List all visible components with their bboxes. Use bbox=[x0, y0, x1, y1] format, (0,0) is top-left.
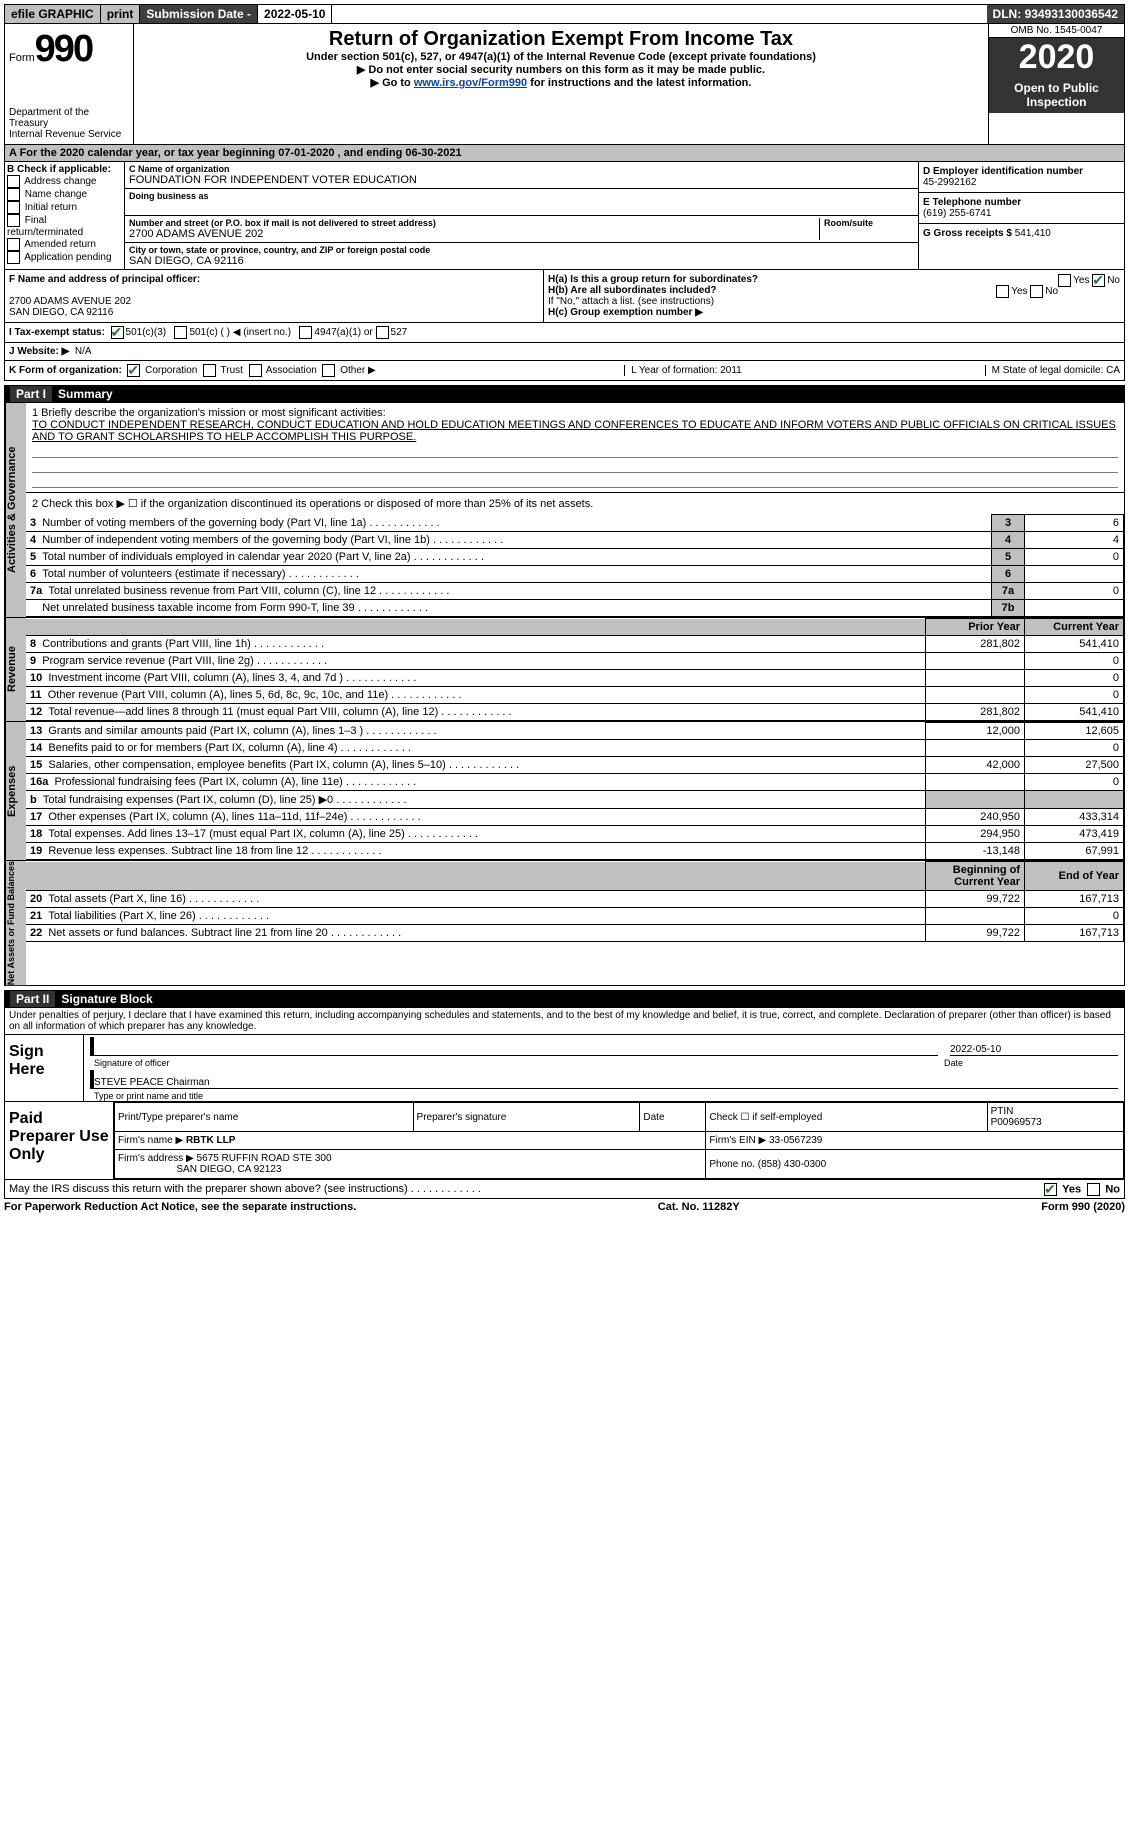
firm-name: RBTK LLP bbox=[186, 1135, 235, 1146]
q2-text: 2 Check this box ▶ ☐ if the organization… bbox=[26, 493, 1124, 514]
website-value: N/A bbox=[75, 346, 92, 357]
check-application-pending[interactable] bbox=[7, 251, 20, 264]
check-name-change[interactable] bbox=[7, 188, 20, 201]
discuss-yes-checkbox[interactable] bbox=[1044, 1183, 1057, 1196]
preparer-table: Print/Type preparer's namePreparer's sig… bbox=[114, 1102, 1124, 1179]
tel-value: (619) 255-6741 bbox=[923, 208, 991, 219]
row-i: I Tax-exempt status: 501(c)(3) 501(c) ( … bbox=[4, 323, 1125, 343]
principal-and-h: F Name and address of principal officer:… bbox=[4, 270, 1125, 323]
print-button[interactable]: print bbox=[101, 5, 141, 23]
irs-link[interactable]: www.irs.gov/Form990 bbox=[414, 77, 527, 89]
part-i-body: Activities & Governance 1 Briefly descri… bbox=[4, 403, 1125, 618]
501c-checkbox[interactable] bbox=[174, 326, 187, 339]
sub2: ▶ Do not enter social security numbers o… bbox=[138, 63, 984, 76]
korg-trust-checkbox[interactable] bbox=[203, 364, 216, 377]
discuss-row: May the IRS discuss this return with the… bbox=[4, 1180, 1125, 1199]
header-title-area: Return of Organization Exempt From Incom… bbox=[134, 24, 988, 144]
tab-balances: Net Assets or Fund Balances bbox=[5, 861, 26, 985]
org-name: FOUNDATION FOR INDEPENDENT VOTER EDUCATI… bbox=[129, 174, 914, 186]
perjury-text: Under penalties of perjury, I declare th… bbox=[4, 1008, 1125, 1035]
mission-box: 1 Briefly describe the organization's mi… bbox=[26, 403, 1124, 493]
sub1: Under section 501(c), 527, or 4947(a)(1)… bbox=[138, 51, 984, 63]
submission-label: Submission Date - bbox=[140, 5, 258, 23]
check-final-return-terminated[interactable] bbox=[7, 214, 20, 227]
box-c: C Name of organizationFOUNDATION FOR IND… bbox=[125, 162, 918, 269]
ha-no-checkbox[interactable] bbox=[1092, 274, 1105, 287]
form-title: Return of Organization Exempt From Incom… bbox=[138, 28, 984, 51]
period-bar: A For the 2020 calendar year, or tax yea… bbox=[4, 145, 1125, 162]
lines-balances: Beginning of Current YearEnd of Year20 T… bbox=[26, 861, 1124, 942]
year-formation: L Year of formation: 2011 bbox=[624, 365, 742, 376]
omb-number: OMB No. 1545-0047 bbox=[989, 24, 1124, 38]
hb-yes-checkbox[interactable] bbox=[996, 285, 1009, 298]
check-initial-return[interactable] bbox=[7, 201, 20, 214]
submission-date: 2022-05-10 bbox=[258, 5, 332, 23]
org-city: SAN DIEGO, CA 92116 bbox=[129, 255, 914, 267]
state-domicile: M State of legal domicile: CA bbox=[985, 365, 1120, 376]
dept-text: Department of the Treasury Internal Reve… bbox=[9, 107, 129, 140]
ein-value: 45-2992162 bbox=[923, 177, 976, 188]
open-to-public: Open to Public Inspection bbox=[989, 77, 1124, 113]
korg-corporation-checkbox[interactable] bbox=[127, 364, 140, 377]
lines-expenses: 13 Grants and similar amounts paid (Part… bbox=[26, 722, 1124, 860]
box-f: F Name and address of principal officer:… bbox=[5, 270, 544, 322]
check-address-change[interactable] bbox=[7, 175, 20, 188]
form-header: Form990 Department of the Treasury Inter… bbox=[4, 24, 1125, 145]
form-number-box: Form990 Department of the Treasury Inter… bbox=[5, 24, 134, 144]
501c3-checkbox[interactable] bbox=[111, 326, 124, 339]
sub3: ▶ Go to www.irs.gov/Form990 for instruct… bbox=[138, 76, 984, 89]
part-ii-header: Part IISignature Block bbox=[4, 990, 1125, 1008]
ptin-value: P00969573 bbox=[991, 1117, 1042, 1128]
efile-button[interactable]: efile GRAPHIC bbox=[5, 5, 101, 23]
page-footer: For Paperwork Reduction Act Notice, see … bbox=[4, 1199, 1125, 1215]
tab-expenses: Expenses bbox=[5, 722, 26, 860]
ha-yes-checkbox[interactable] bbox=[1058, 274, 1071, 287]
lines-3-7: 3 Number of voting members of the govern… bbox=[26, 514, 1124, 617]
gross-receipts: 541,410 bbox=[1015, 228, 1051, 239]
officer-name: STEVE PEACE Chairman bbox=[94, 1077, 210, 1088]
527-checkbox[interactable] bbox=[376, 326, 389, 339]
tab-revenue: Revenue bbox=[5, 618, 26, 721]
mission-text: TO CONDUCT INDEPENDENT RESEARCH, CONDUCT… bbox=[32, 419, 1118, 443]
header-right: OMB No. 1545-0047 2020 Open to Public In… bbox=[988, 24, 1124, 144]
check-amended-return[interactable] bbox=[7, 238, 20, 251]
row-j: J Website: ▶ N/A bbox=[4, 343, 1125, 361]
4947-checkbox[interactable] bbox=[299, 326, 312, 339]
paid-preparer-label: Paid Preparer Use Only bbox=[5, 1102, 114, 1179]
sign-here-section: Sign Here Signature of officer 2022-05-1… bbox=[4, 1035, 1125, 1102]
box-d-e-g: D Employer identification number45-29921… bbox=[918, 162, 1124, 269]
dln-cell: DLN: 93493130036542 bbox=[987, 5, 1124, 23]
org-address: 2700 ADAMS AVENUE 202 bbox=[129, 228, 819, 240]
sign-here-label: Sign Here bbox=[5, 1035, 84, 1101]
korg-other--checkbox[interactable] bbox=[322, 364, 335, 377]
part-i-header: Part IPart I SummarySummary bbox=[4, 385, 1125, 403]
tax-year: 2020 bbox=[989, 38, 1124, 77]
box-b: B Check if applicable: Address change Na… bbox=[5, 162, 125, 269]
lines-revenue: Prior YearCurrent Year8 Contributions an… bbox=[26, 618, 1124, 721]
topbar: efile GRAPHIC print Submission Date - 20… bbox=[4, 4, 1125, 24]
row-k: K Form of organization: Corporation Trus… bbox=[4, 361, 1125, 381]
paid-preparer-section: Paid Preparer Use Only Print/Type prepar… bbox=[4, 1102, 1125, 1180]
box-h: H(a) Is this a group return for subordin… bbox=[544, 270, 1124, 322]
firm-phone: (858) 430-0300 bbox=[758, 1159, 826, 1170]
firm-ein: 33-0567239 bbox=[769, 1135, 822, 1146]
hb-no-checkbox[interactable] bbox=[1030, 285, 1043, 298]
discuss-no-checkbox[interactable] bbox=[1087, 1183, 1100, 1196]
tab-activities: Activities & Governance bbox=[5, 403, 26, 617]
entity-section: B Check if applicable: Address change Na… bbox=[4, 162, 1125, 270]
korg-association-checkbox[interactable] bbox=[249, 364, 262, 377]
